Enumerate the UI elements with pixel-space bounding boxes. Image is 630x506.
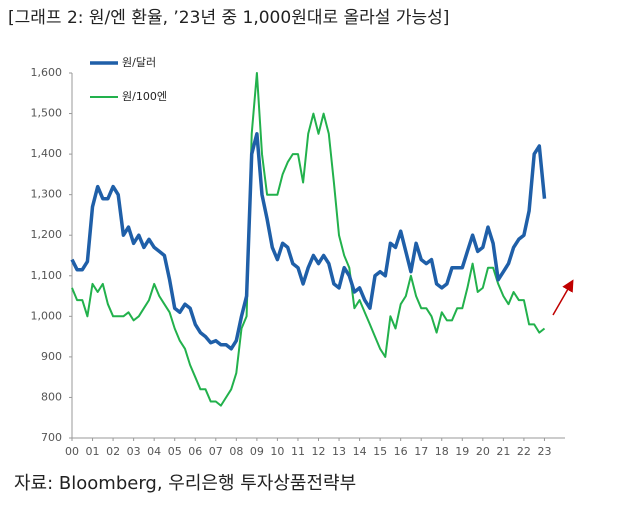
x-tick-label: 07 bbox=[209, 445, 223, 458]
x-tick-label: 09 bbox=[250, 445, 264, 458]
x-tick-label: 10 bbox=[270, 445, 284, 458]
legend-label: 원/100엔 bbox=[122, 90, 167, 103]
y-tick-label: 900 bbox=[41, 350, 62, 363]
y-tick-label: 1,300 bbox=[31, 188, 63, 201]
y-tick-label: 1,000 bbox=[31, 309, 63, 322]
line-series bbox=[71, 72, 546, 407]
line-series bbox=[70, 132, 547, 351]
x-tick-label: 16 bbox=[394, 445, 408, 458]
x-tick-label: 12 bbox=[312, 445, 326, 458]
x-tick-label: 17 bbox=[414, 445, 428, 458]
x-tick-label: 05 bbox=[168, 445, 182, 458]
annotation-arrow bbox=[552, 279, 574, 316]
x-tick-label: 22 bbox=[517, 445, 531, 458]
x-tick-label: 11 bbox=[291, 445, 305, 458]
x-tick-label: 20 bbox=[476, 445, 490, 458]
y-tick-label: 1,200 bbox=[31, 228, 63, 241]
source: 자료: Bloomberg, 우리은행 투자상품전략부 bbox=[14, 473, 356, 494]
legend-label: 원/달러 bbox=[122, 56, 156, 69]
x-tick-label: 13 bbox=[332, 445, 346, 458]
y-tick-label: 700 bbox=[41, 431, 62, 444]
x-tick-label: 08 bbox=[229, 445, 243, 458]
x-tick-label: 00 bbox=[65, 445, 79, 458]
x-tick-label: 01 bbox=[86, 445, 100, 458]
y-tick-label: 1,500 bbox=[31, 107, 63, 120]
y-tick-label: 1,400 bbox=[31, 147, 63, 160]
x-tick-label: 19 bbox=[455, 445, 469, 458]
chart-title: [그래프 2: 원/엔 환율, ’23년 중 1,000원대로 올라설 가능성] bbox=[8, 8, 449, 28]
x-tick-label: 03 bbox=[127, 445, 141, 458]
x-tick-label: 04 bbox=[147, 445, 161, 458]
x-tick-label: 06 bbox=[188, 445, 202, 458]
x-tick-label: 14 bbox=[353, 445, 367, 458]
x-tick-label: 21 bbox=[496, 445, 510, 458]
y-tick-label: 1,600 bbox=[31, 66, 63, 79]
y-tick-label: 800 bbox=[41, 390, 62, 403]
x-tick-label: 15 bbox=[373, 445, 387, 458]
x-tick-label: 02 bbox=[106, 445, 120, 458]
x-tick-label: 23 bbox=[537, 445, 551, 458]
y-tick-label: 1,100 bbox=[31, 269, 63, 282]
x-tick-label: 18 bbox=[435, 445, 449, 458]
